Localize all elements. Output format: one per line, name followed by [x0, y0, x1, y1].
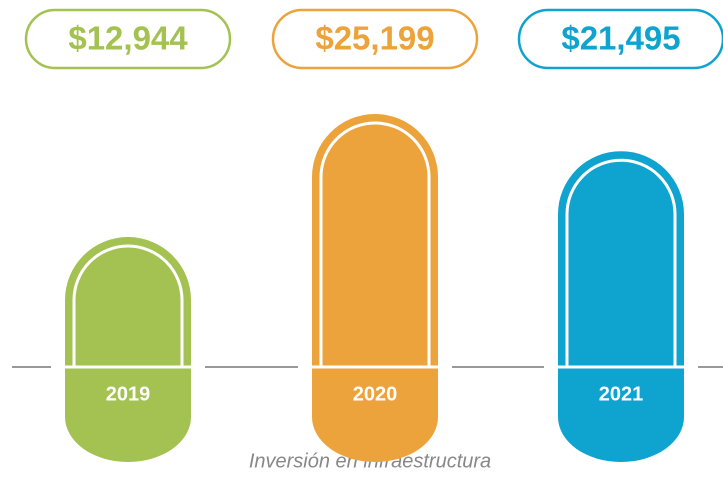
value-badge	[24, 8, 232, 70]
value-badge	[271, 8, 479, 70]
year-label: 2019	[106, 383, 151, 405]
value-badge	[517, 8, 723, 70]
bar-inner-outline	[319, 121, 431, 367]
bar-inner-outline	[72, 244, 184, 367]
value-label: $12,944	[68, 20, 188, 57]
bar	[65, 237, 191, 462]
bar-inner-outline	[565, 158, 677, 367]
bar	[312, 114, 438, 462]
year-label: 2021	[599, 383, 644, 405]
value-label: $25,199	[315, 20, 434, 57]
bar	[558, 151, 684, 462]
year-label: 2020	[353, 383, 398, 405]
value-label: $21,495	[561, 20, 680, 57]
